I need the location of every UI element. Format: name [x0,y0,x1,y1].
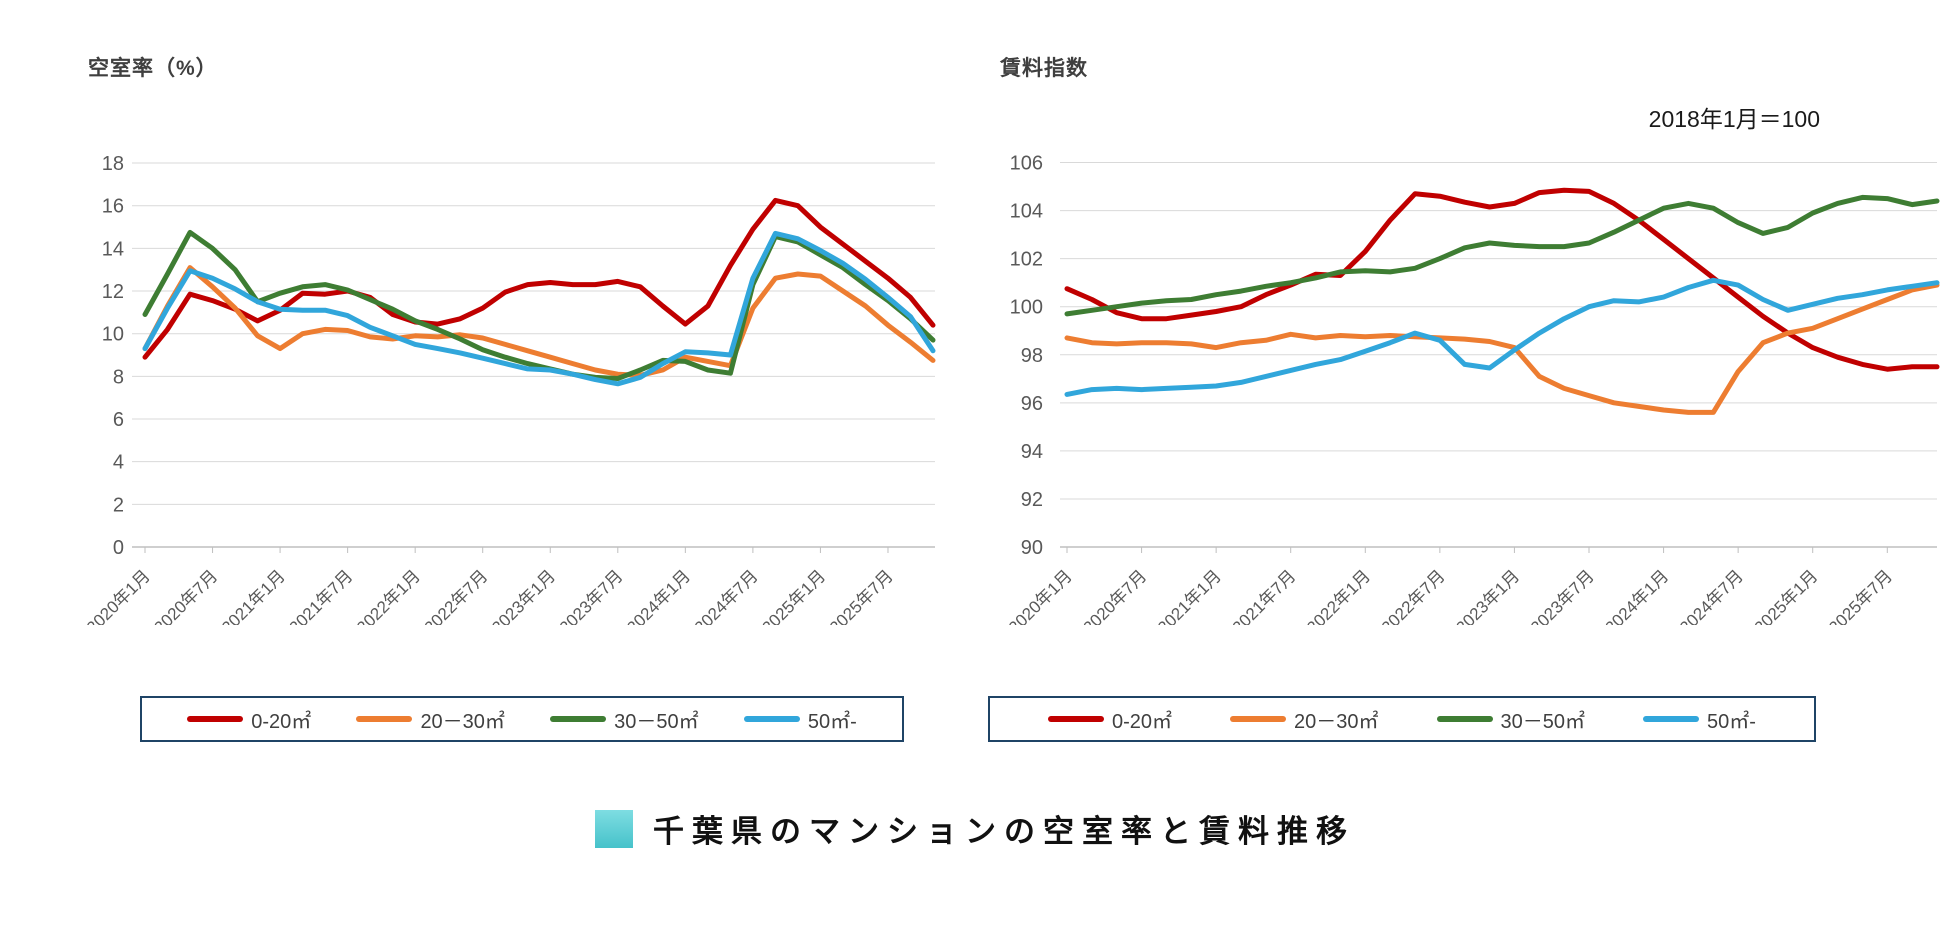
x-axis-tick-label: 2024年1月 [623,566,694,625]
series-line-0-20㎡ [142,197,936,360]
y-axis-tick-label: 94 [1021,441,1043,463]
legend-label: 50㎡- [1707,710,1756,733]
series-line-50㎡- [1064,277,1940,397]
x-axis-tick-label: 2020年7月 [1079,566,1150,625]
legend-item-0-20㎡: 0-20㎡ [187,705,311,734]
figure-caption: 千葉県のマンションの空室率と賃料推移 [653,814,1355,849]
legend-label: 0-20㎡ [251,710,312,733]
legend-item-20－30㎡: 20－30㎡ [356,705,505,734]
legend-item-50㎡-: 50㎡- [1643,705,1756,734]
legend-label: 20－30㎡ [420,710,505,733]
x-axis-tick-label: 2022年1月 [1303,566,1374,625]
x-axis-tick-label: 2023年1月 [488,566,559,625]
series-line-50㎡- [142,230,936,387]
figure-caption-row: 千葉県のマンションの空室率と賃料推移 [0,806,1950,851]
x-axis-tick-label: 2020年1月 [83,566,154,625]
legend-label: 20－30㎡ [1294,710,1379,733]
y-axis-tick-label: 2 [113,494,124,516]
y-axis-tick-label: 4 [113,452,124,474]
x-axis-tick-label: 2024年1月 [1601,566,1672,625]
y-axis-tick-label: 16 [102,196,124,218]
series-line-30－50㎡ [142,229,936,381]
x-axis-tick-label: 2021年7月 [286,566,357,625]
legend-swatch-icon [550,716,607,722]
y-axis-tick-label: 96 [1021,393,1043,415]
x-axis-tick-label: 2023年1月 [1452,566,1523,625]
x-axis-tick-label: 2025年1月 [758,566,829,625]
x-axis-tick-label: 2020年7月 [150,566,221,625]
legend-swatch-icon [1048,716,1104,722]
series-line-30－50㎡ [1064,194,1940,317]
x-axis-tick-label: 2024年7月 [691,566,762,625]
vacancy-chart-legend: 0-20㎡ 20－30㎡ 30－50㎡ 50㎡- [140,696,904,742]
legend-swatch-icon [743,716,800,722]
y-axis-tick-label: 90 [1021,537,1043,559]
vacancy-line-chart: 0 2 4 6 8 10 12 14 16 18 2020年1月2020年7月2021年1月2021… [83,153,936,625]
legend-item-30－50㎡: 30－50㎡ [1436,705,1586,734]
legend-item-0-20㎡: 0-20㎡ [1048,705,1172,734]
legend-label: 50㎡- [807,710,857,733]
rent-index-chart-title: 賃料指数 [1000,57,1088,80]
x-axis-tick-label: 2022年1月 [353,566,424,625]
legend-item-20－30㎡: 20－30㎡ [1230,705,1379,734]
legend-swatch-icon [1230,716,1287,722]
y-axis-tick-label: 18 [102,153,124,175]
y-axis-tick-label: 14 [102,238,124,260]
series-line-20－30㎡ [1064,282,1940,415]
caption-accent-square-icon [595,809,633,848]
legend-item-30－50㎡: 30－50㎡ [550,705,699,734]
x-axis-tick-label: 2023年7月 [556,566,627,625]
legend-swatch-icon [356,716,413,722]
y-axis-tick-label: 12 [102,281,124,303]
y-axis-tick-label: 100 [1010,297,1043,319]
legend-swatch-icon [1643,716,1700,722]
x-axis-tick-label: 2022年7月 [421,566,492,625]
x-axis-tick-label: 2025年7月 [826,566,897,625]
series-line-0-20㎡ [1064,187,1940,372]
legend-swatch-icon [187,716,244,722]
y-axis-tick-label: 8 [113,366,124,388]
x-axis-tick-label: 2025年7月 [1825,566,1896,625]
y-axis-tick-label: 10 [102,324,124,346]
series-line-20－30㎡ [142,265,936,378]
y-axis-tick-label: 98 [1021,345,1043,367]
x-axis-tick-label: 2021年7月 [1229,566,1300,625]
vacancy-chart-title: 空室率（%） [88,57,218,80]
x-axis-tick-label: 2022年7月 [1378,566,1449,625]
legend-label: 0-20㎡ [1112,710,1173,733]
legend-label: 30－50㎡ [614,710,699,733]
y-axis-tick-label: 92 [1021,489,1043,511]
legend-label: 30－50㎡ [1500,710,1586,733]
y-axis-tick-label: 102 [1010,249,1043,271]
x-axis-tick-label: 2021年1月 [1154,566,1225,625]
rent-index-chart-legend: 0-20㎡ 20－30㎡ 30－50㎡ 50㎡- [988,696,1816,742]
y-axis-tick-label: 6 [113,409,124,431]
rent-index-base-annotation: 2018年1月＝100 [1648,106,1820,132]
x-axis-tick-label: 2024年7月 [1676,566,1747,625]
x-axis-tick-label: 2020年1月 [1005,566,1076,625]
y-axis-tick-label: 0 [113,537,124,559]
legend-item-50㎡-: 50㎡- [743,705,857,734]
legend-swatch-icon [1436,716,1493,722]
x-axis-tick-label: 2023年7月 [1527,566,1598,625]
y-axis-tick-label: 106 [1010,153,1043,175]
x-axis-tick-label: 2025年1月 [1751,566,1822,625]
x-axis-tick-label: 2021年1月 [218,566,289,625]
y-axis-tick-label: 104 [1010,201,1043,223]
